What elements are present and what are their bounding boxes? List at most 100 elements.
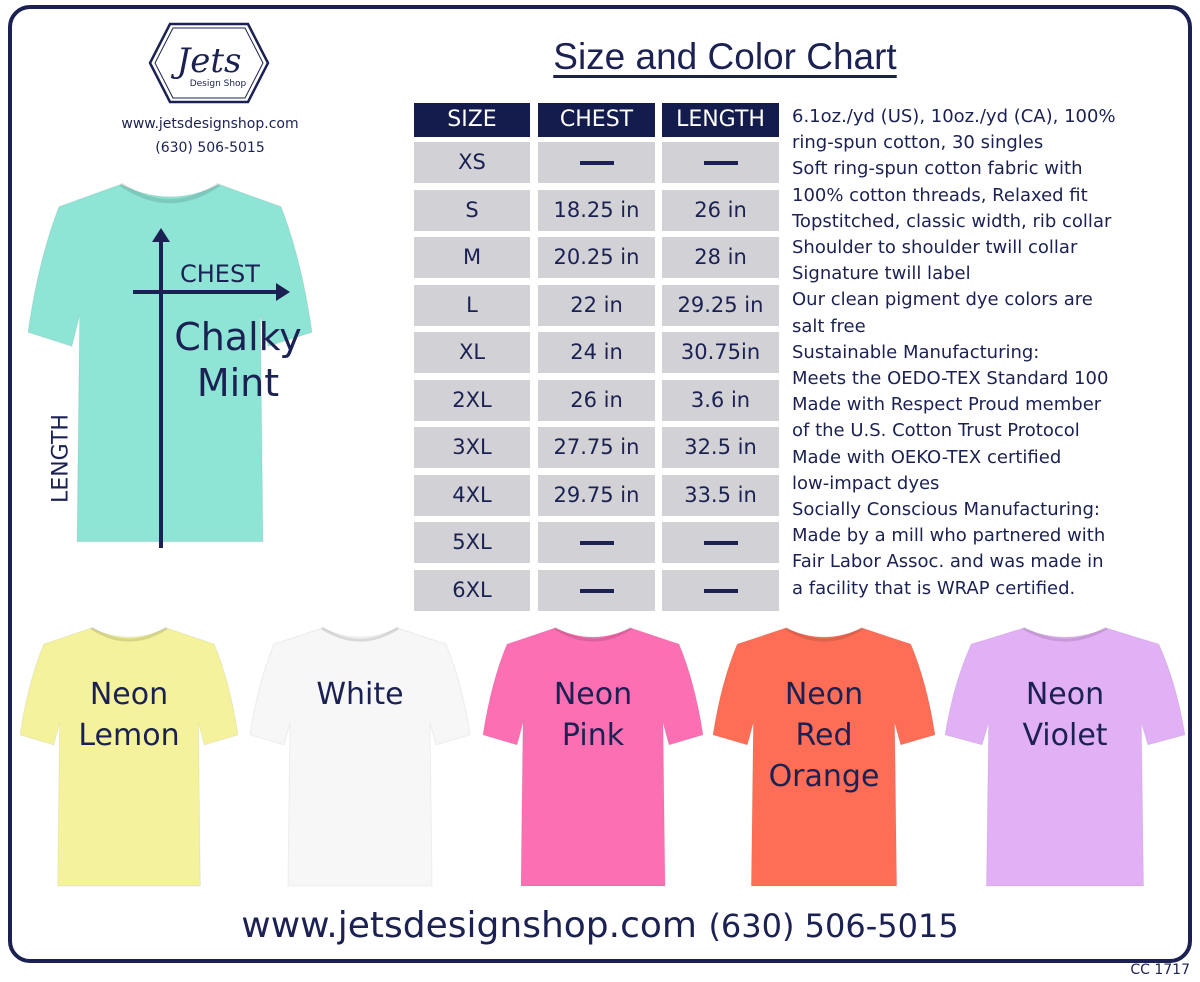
spec-line: Socially Conscious Manufacturing: — [792, 499, 1100, 521]
table-cell: 4XL — [414, 474, 530, 516]
product-specs: 6.1oz./yd (US), 10oz./yd (CA), 100% ring-… — [792, 104, 1192, 602]
table-cell: 6XL — [414, 569, 530, 611]
spec-line: a facility that is WRAP certified. — [792, 577, 1076, 599]
header-phone: (630) 506-5015 — [155, 140, 265, 156]
logo: Jets Design Shop — [148, 22, 270, 104]
color-name-line: White — [316, 677, 404, 712]
table-cell: 24 in — [538, 332, 655, 373]
chest-arrow — [133, 290, 278, 294]
arrow-right-icon — [276, 283, 290, 301]
table-cell — [662, 569, 779, 611]
shirt-neon-lemon: Neon Lemon — [20, 622, 238, 892]
spec-line: Made by a mill who partnered with — [792, 525, 1106, 547]
spec-line: low-impact dyes — [792, 472, 940, 494]
color-name-line: Neon — [784, 677, 864, 712]
spec-line: Sustainable Manufacturing: — [792, 341, 1040, 363]
color-name-line: Mint — [196, 361, 280, 405]
dash-icon — [579, 161, 614, 165]
length-label: LENGTH — [48, 414, 74, 503]
spec-line: Shoulder to shoulder twill collar — [792, 237, 1078, 259]
spec-line: salt free — [792, 315, 866, 337]
shirt-neon-pink: Neon Pink — [483, 622, 703, 892]
footer: www.jetsdesignshop.com (630) 506-5015 — [0, 905, 1200, 946]
spec-line: 100% cotton threads, Relaxed fit — [792, 184, 1088, 206]
shirt-neon-violet: Neon Violet — [945, 622, 1185, 892]
table-cell: S — [414, 189, 530, 231]
table-cell — [662, 522, 779, 563]
dash-icon — [579, 541, 614, 545]
spec-line: Made with Respect Proud member — [792, 394, 1102, 416]
table-cell: 29.25 in — [662, 284, 779, 326]
dash-icon — [703, 588, 738, 593]
table-cell — [538, 142, 655, 183]
table-cell: 3XL — [414, 427, 530, 468]
shirt-chalky-mint: CHEST LENGTH Chalky Mint — [28, 176, 312, 550]
spec-line: ring-spun cotton, 30 singles — [792, 132, 1044, 154]
spec-line: Topstitched, classic width, rib collar — [792, 210, 1112, 232]
color-name-line: Violet — [1022, 718, 1108, 753]
svg-text:Jets: Jets — [171, 41, 242, 81]
chest-label: CHEST — [180, 260, 260, 288]
spec-line: Made with OEKO-TEX certified — [792, 446, 1062, 468]
table-cell — [538, 522, 655, 563]
table-cell — [662, 142, 779, 183]
tshirt-shape — [713, 626, 935, 887]
color-name-line: Neon — [1025, 677, 1105, 712]
color-name-line: Chalky — [174, 315, 302, 359]
tshirt-shape — [945, 626, 1185, 887]
spec-line: Soft ring-spun cotton fabric with — [792, 158, 1083, 180]
svg-text:Design Shop: Design Shop — [190, 79, 247, 89]
spec-line: Our clean pigment dye colors are — [792, 289, 1093, 311]
table-cell: 22 in — [538, 284, 655, 326]
length-arrow — [159, 236, 163, 548]
dash-icon — [703, 161, 738, 165]
color-name-line: Pink — [561, 718, 625, 753]
table-cell: 29.75 in — [538, 474, 655, 516]
tshirt-shape — [28, 182, 312, 543]
spec-line: Fair Labor Assoc. and was made in — [792, 551, 1104, 573]
shirt-white: White — [250, 622, 470, 892]
header-website: www.jetsdesignshop.com — [121, 116, 299, 132]
tshirt-shape — [250, 626, 470, 887]
table-cell: 2XL — [414, 379, 530, 421]
footer-website: www.jetsdesignshop.com — [241, 905, 697, 946]
table-cell: 32.5 in — [662, 427, 779, 468]
spec-line: 6.1oz./yd (US), 10oz./yd (CA), 100% — [792, 106, 1116, 127]
table-header-length: LENGTH — [662, 103, 779, 137]
table-cell: XL — [414, 332, 530, 373]
table-cell: 26 in — [662, 189, 779, 231]
spec-line: Meets the OEDO-TEX Standard 100 — [792, 368, 1109, 390]
table-cell: 20.25 in — [538, 237, 655, 278]
dash-icon — [703, 541, 738, 545]
arrow-up-icon — [152, 228, 170, 242]
table-header-size: SIZE — [414, 103, 530, 137]
page-title: Size and Color Chart — [553, 36, 897, 77]
table-header-chest: CHEST — [538, 103, 655, 137]
spec-line: of the U.S. Cotton Trust Protocol — [792, 420, 1080, 442]
table-cell: 26 in — [538, 379, 655, 421]
table-cell: XS — [414, 142, 530, 183]
color-name-line: Neon — [553, 677, 633, 712]
table-cell: 3.6 in — [662, 379, 779, 421]
footer-phone: (630) 506-5015 — [708, 907, 959, 945]
color-name-line: Lemon — [78, 718, 180, 753]
table-cell: 30.75in — [662, 332, 779, 373]
color-name-line: Orange — [768, 759, 880, 794]
tshirt-shape — [483, 626, 703, 887]
table-cell: M — [414, 237, 530, 278]
product-code: CC 1717 — [1130, 962, 1190, 978]
table-cell: 18.25 in — [538, 189, 655, 231]
table-cell: 33.5 in — [662, 474, 779, 516]
color-name-line: Neon — [89, 677, 169, 712]
table-cell: 27.75 in — [538, 427, 655, 468]
shirt-neon-red-orange: Neon Red Orange — [713, 622, 935, 892]
table-cell: 28 in — [662, 237, 779, 278]
table-cell — [538, 569, 655, 611]
table-cell: L — [414, 284, 530, 326]
spec-line: Signature twill label — [792, 263, 971, 285]
color-name-line: Red — [795, 718, 853, 753]
tshirt-shape — [20, 626, 238, 887]
page-border — [8, 5, 1192, 963]
table-cell: 5XL — [414, 522, 530, 563]
dash-icon — [579, 588, 614, 593]
